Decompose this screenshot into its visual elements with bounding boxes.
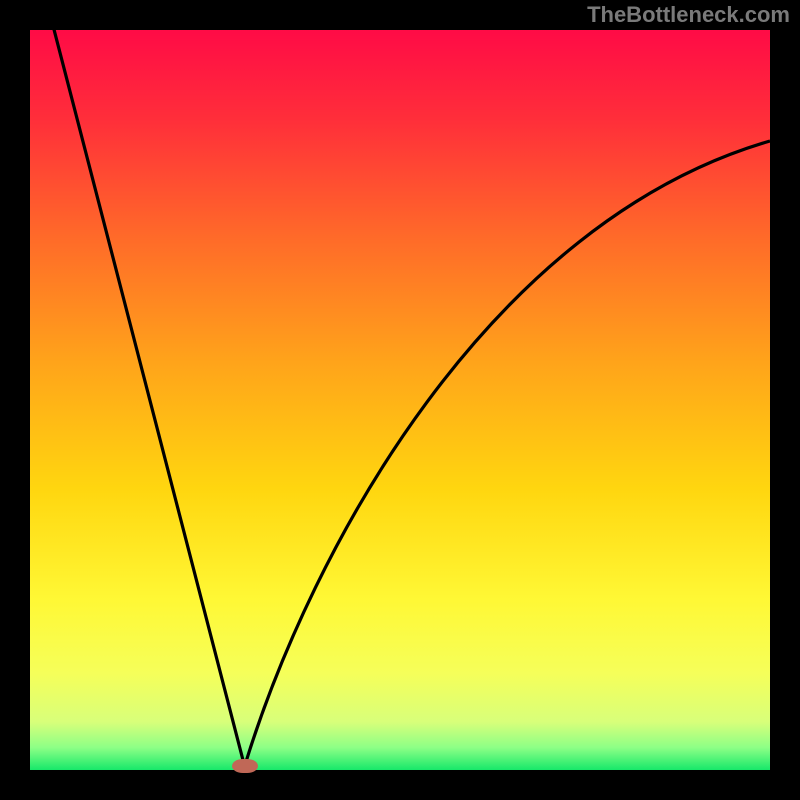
bottleneck-chart [30,30,770,770]
gradient-background [30,30,770,770]
plot-area [30,30,770,770]
chart-container: TheBottleneck.com [0,0,800,800]
minimum-marker [232,759,258,773]
watermark-text: TheBottleneck.com [587,2,790,28]
